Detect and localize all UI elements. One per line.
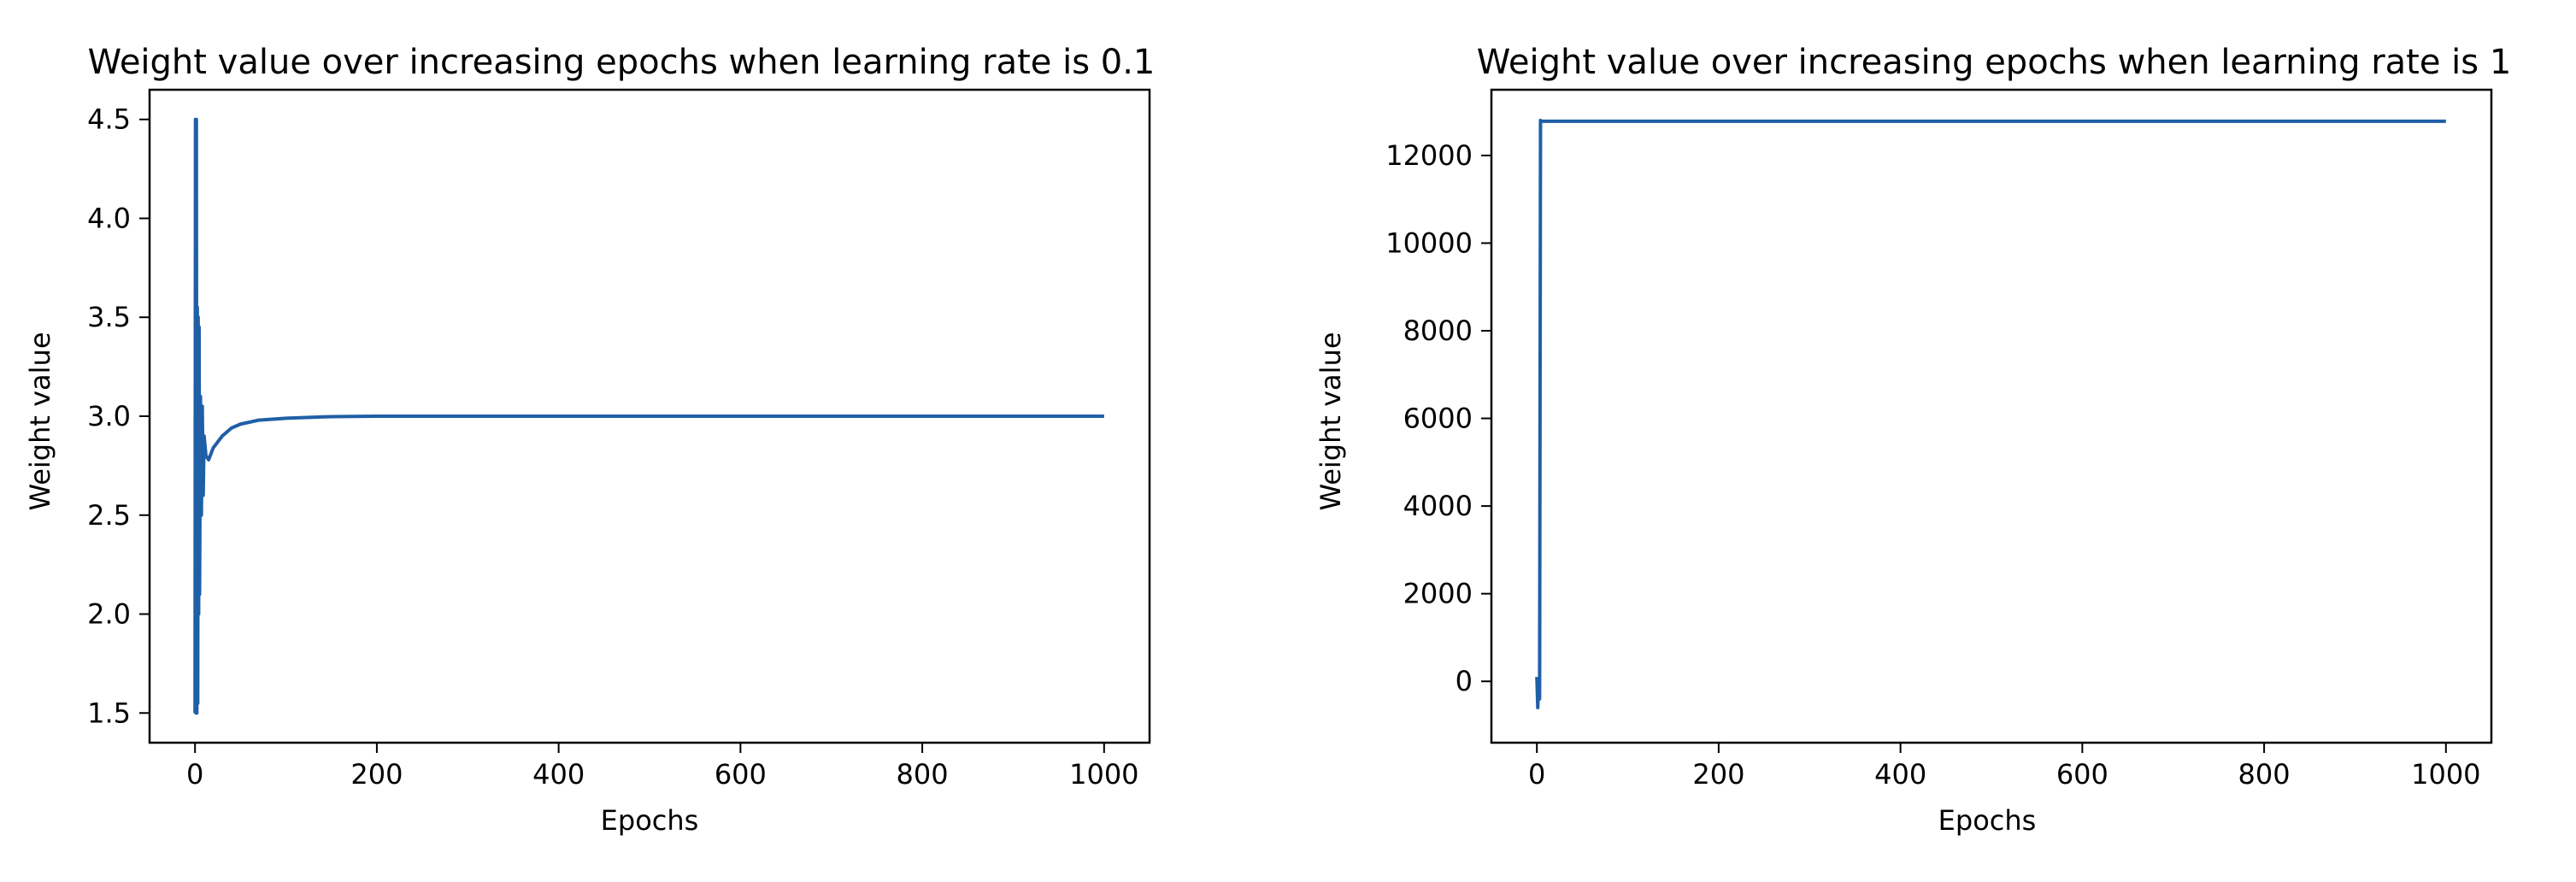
x-axis-label: Epochs bbox=[1938, 804, 2037, 837]
x-tick-label: 200 bbox=[350, 758, 403, 791]
y-tick-label: 12000 bbox=[1385, 139, 1473, 172]
subplot-left: Weight value over increasing epochs when… bbox=[24, 43, 1155, 837]
x-tick-label: 0 bbox=[1528, 758, 1545, 791]
y-tick-label: 4000 bbox=[1403, 490, 1473, 522]
y-tick-label: 4.0 bbox=[87, 202, 131, 234]
y-tick-label: 6000 bbox=[1403, 403, 1473, 435]
subplot-right: Weight value over increasing epochs when… bbox=[1314, 43, 2511, 837]
y-tick-label: 10000 bbox=[1385, 226, 1473, 259]
y-tick-label: 2.0 bbox=[87, 598, 131, 631]
y-tick-label: 0 bbox=[1456, 665, 1473, 697]
y-axis-label: Weight value bbox=[1314, 332, 1347, 510]
y-tick-label: 4.5 bbox=[87, 103, 131, 136]
y-tick-label: 8000 bbox=[1403, 315, 1473, 347]
x-tick-label: 200 bbox=[1692, 758, 1744, 791]
y-tick-label: 3.0 bbox=[87, 400, 131, 432]
series-line bbox=[193, 117, 1104, 715]
plot-area: 0 200 400 600 800 1000 1.5 2.0 2.5 3.0 3.5 4.0 4.5 bbox=[87, 88, 1151, 791]
plot-area: 0 200 400 600 800 100002000400060008000100001… bbox=[1385, 88, 2493, 791]
y-tick-label: 2.5 bbox=[87, 499, 131, 532]
x-tick-label: 400 bbox=[1874, 758, 1926, 791]
y-tick-label: 1.5 bbox=[87, 697, 131, 729]
x-tick-label: 600 bbox=[715, 758, 767, 791]
axes-frame bbox=[1490, 88, 2493, 744]
chart-title: Weight value over increasing epochs when… bbox=[1477, 43, 2512, 82]
x-tick-label: 0 bbox=[186, 758, 203, 791]
y-axis-label: Weight value bbox=[24, 332, 56, 510]
x-tick-label: 1000 bbox=[1069, 758, 1138, 791]
y-tick-label: 2000 bbox=[1403, 578, 1473, 610]
series-line bbox=[1535, 118, 2446, 709]
y-tick-label: 3.5 bbox=[87, 301, 131, 333]
x-tick-label: 800 bbox=[897, 758, 949, 791]
chart-title: Weight value over increasing epochs when… bbox=[88, 43, 1156, 82]
x-axis-label: Epochs bbox=[601, 804, 699, 837]
x-tick-label: 800 bbox=[2238, 758, 2291, 791]
x-tick-label: 400 bbox=[532, 758, 585, 791]
x-tick-label: 1000 bbox=[2411, 758, 2480, 791]
x-tick-label: 600 bbox=[2056, 758, 2108, 791]
